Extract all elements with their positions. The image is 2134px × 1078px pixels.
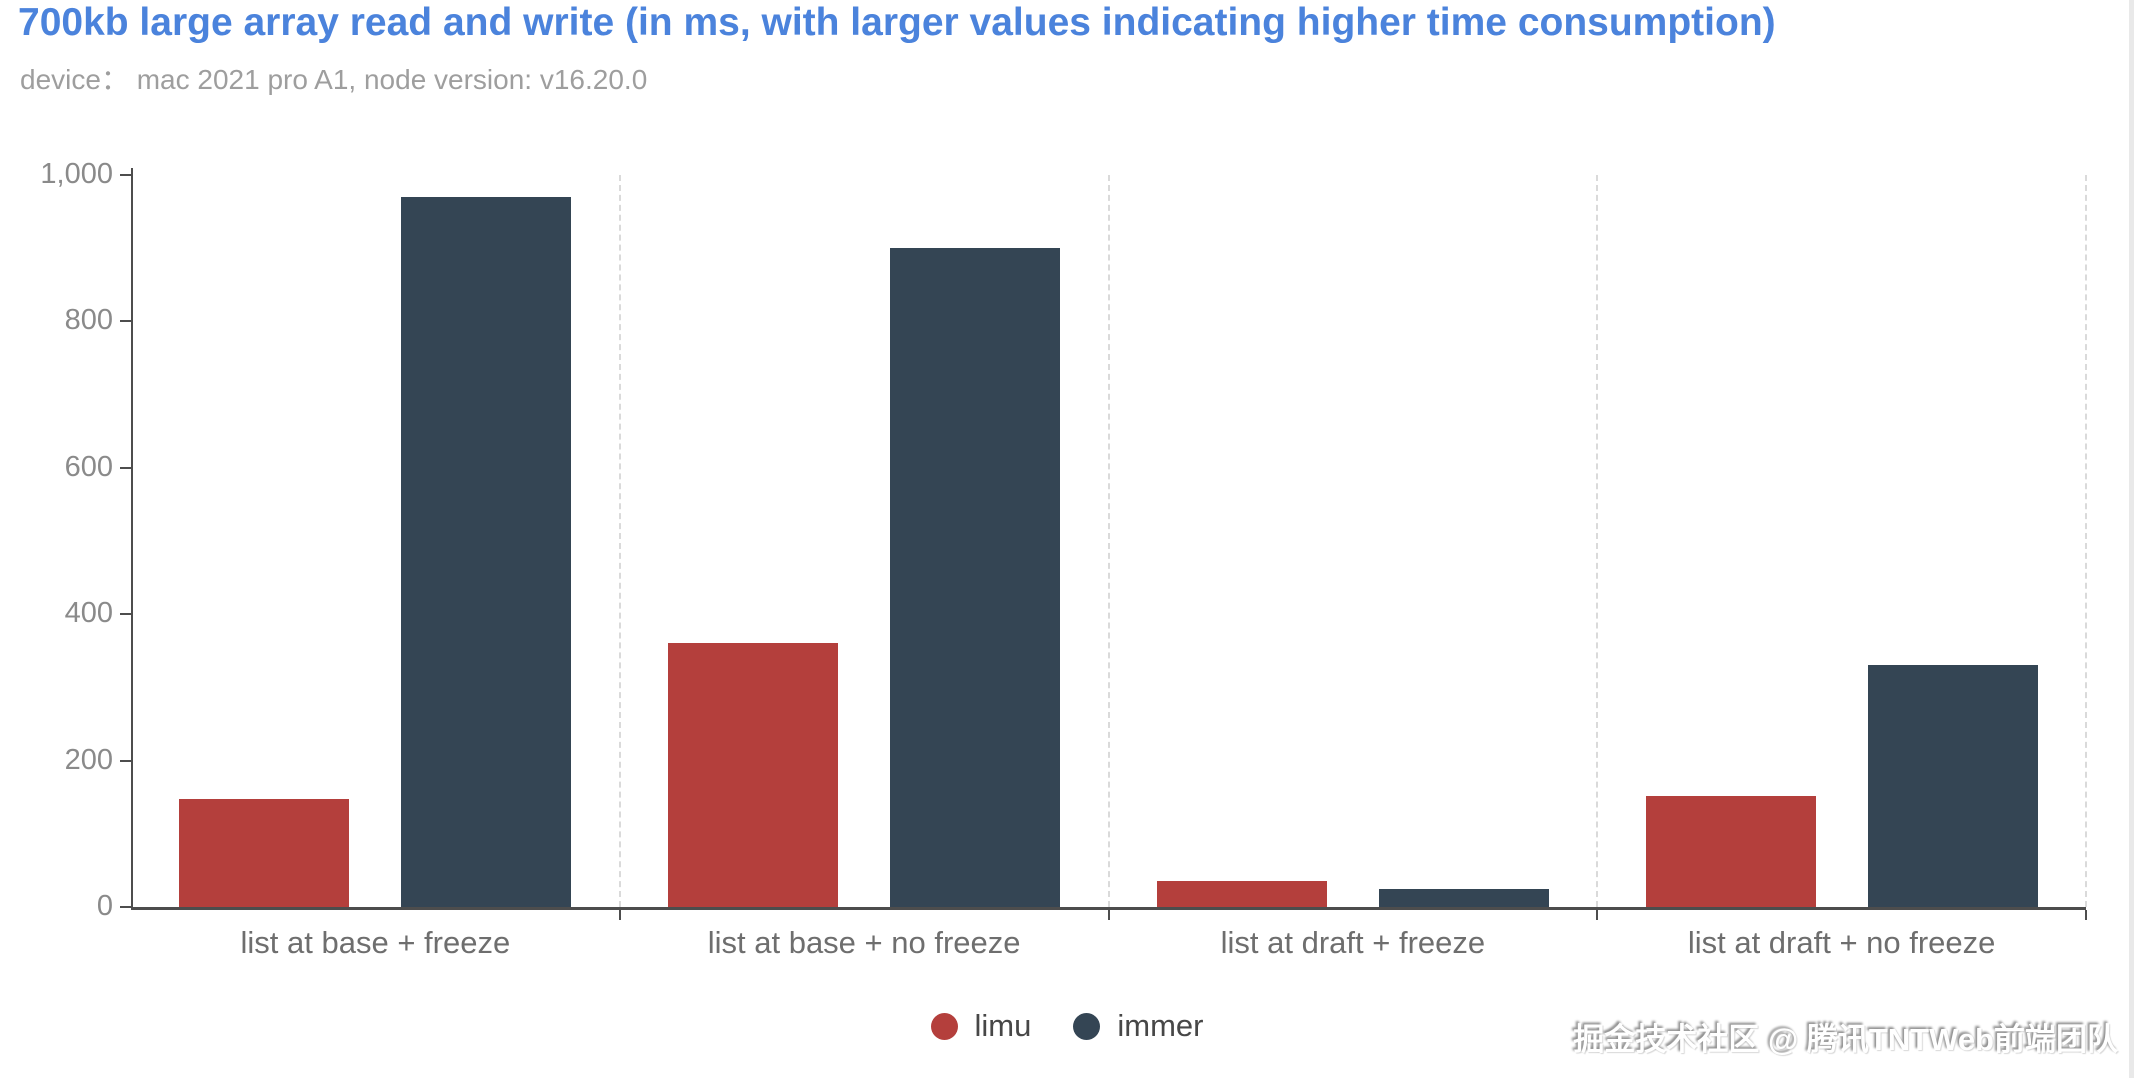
x-axis-tick [1107,910,1110,920]
y-axis-tick [120,174,131,176]
x-axis-tick [1596,910,1599,920]
bar-limu-1 [668,643,839,907]
x-axis-tick [618,910,621,920]
grid-separator [2085,175,2087,907]
x-axis-tick [2085,910,2087,920]
watermark: 掘金技术社区 @ 腾讯TNTWeb前端团队 [1573,1022,2118,1057]
bar-immer-2 [1378,888,1549,907]
y-axis-tick [120,466,131,469]
y-tick-label: 0 [96,890,113,922]
bar-limu-0 [179,798,350,907]
y-axis-tick [120,613,131,616]
bar-immer-0 [401,196,572,907]
y-axis-tick [120,759,131,762]
legend-dot-immer [1073,1012,1101,1040]
x-category-label: list at base + freeze [240,925,511,960]
chart-subtitle: device： mac 2021 pro A1, node version: v… [20,64,648,95]
bar-immer-1 [890,248,1061,907]
legend-item-immer: immer [1073,1008,1203,1044]
legend-label-limu: limu [974,1008,1032,1043]
x-category-label: list at base + no freeze [707,925,1021,960]
y-tick-label: 200 [64,743,113,776]
legend: limu immer [0,1008,2134,1044]
y-tick-label: 400 [64,597,113,630]
y-tick-label: 600 [64,450,113,483]
grid-separator [1596,175,1599,907]
y-tick-label: 1,000 [40,158,113,190]
legend-dot-limu [930,1012,958,1040]
chart-title: 700kb large array read and write (in ms,… [18,1,1776,44]
right-edge-strip [2129,0,2134,1078]
legend-label-immer: immer [1117,1008,1204,1043]
bar-limu-2 [1156,881,1327,907]
legend-item-limu: limu [930,1008,1032,1044]
grid-separator [1107,175,1110,907]
y-axis-line [131,168,133,907]
bar-limu-3 [1645,795,1816,907]
y-tick-label: 800 [64,304,113,337]
x-axis-line [131,907,2086,910]
grid-separator [618,175,621,907]
x-category-label: list at draft + no freeze [1687,925,1996,960]
y-axis-tick [120,906,131,908]
y-axis-tick [120,320,131,323]
bar-immer-3 [1867,665,2038,907]
x-category-label: list at draft + freeze [1220,925,1486,960]
